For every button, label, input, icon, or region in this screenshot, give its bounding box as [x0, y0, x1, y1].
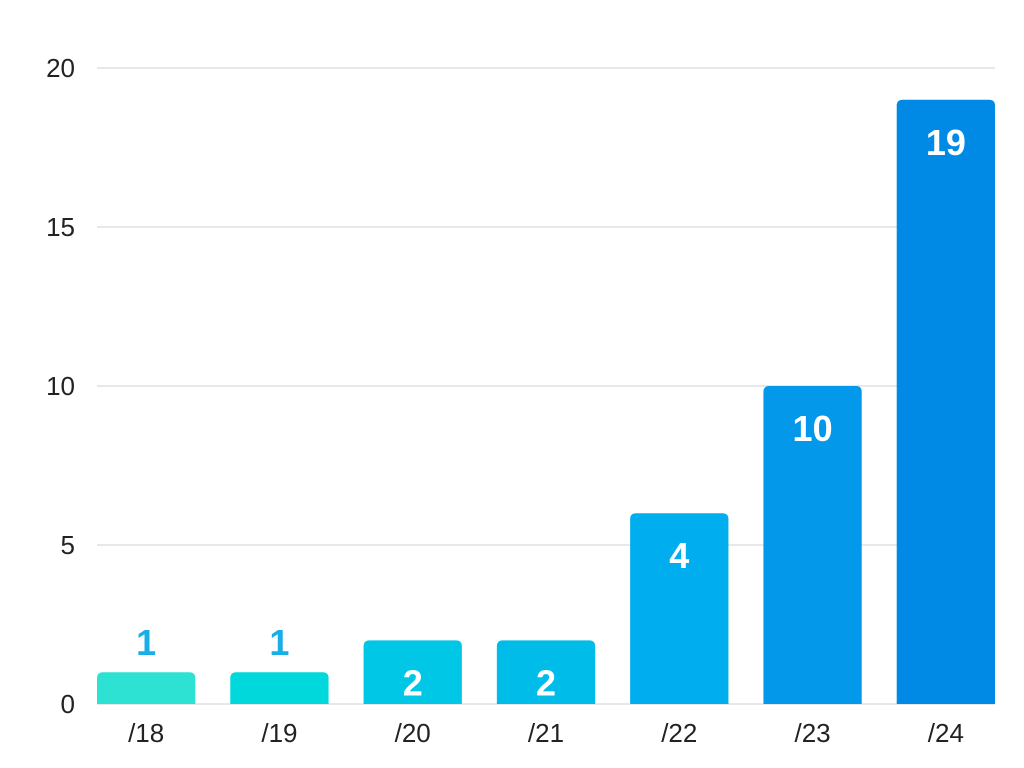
y-tick-label-0: 0: [61, 689, 75, 719]
data-label-24: 19: [926, 122, 966, 163]
x-tick-label-18: /18: [128, 718, 164, 748]
y-tick-label-20: 20: [46, 53, 75, 83]
y-tick-label-15: 15: [46, 212, 75, 242]
bars: [97, 99, 995, 705]
data-labels: 1 1 2 2 4 10 19: [136, 122, 966, 704]
data-label-18: 1: [136, 622, 156, 663]
x-tick-label-24: /24: [928, 718, 964, 748]
x-tick-label-20: /20: [395, 718, 431, 748]
x-tick-label-22: /22: [661, 718, 697, 748]
data-label-20: 2: [403, 662, 423, 703]
y-axis-tick-labels: 0 5 10 15 20: [46, 53, 75, 719]
x-tick-label-21: /21: [528, 718, 564, 748]
y-tick-label-5: 5: [61, 530, 75, 560]
data-label-19: 1: [269, 622, 289, 663]
bar-18: [97, 672, 196, 704]
x-tick-label-23: /23: [794, 718, 830, 748]
data-label-22: 4: [669, 535, 689, 576]
data-label-21: 2: [536, 662, 556, 703]
bar-23: [763, 386, 862, 704]
x-tick-label-19: /19: [261, 718, 297, 748]
bar-24: [896, 99, 995, 705]
bar-20: [363, 640, 462, 704]
bar-21: [496, 640, 596, 704]
bar-22: [630, 513, 729, 704]
x-axis-tick-labels: /18/19/20/21/22/23/24: [128, 718, 964, 748]
y-tick-label-10: 10: [46, 371, 75, 401]
data-label-23: 10: [793, 408, 833, 449]
bar-19: [230, 672, 329, 704]
